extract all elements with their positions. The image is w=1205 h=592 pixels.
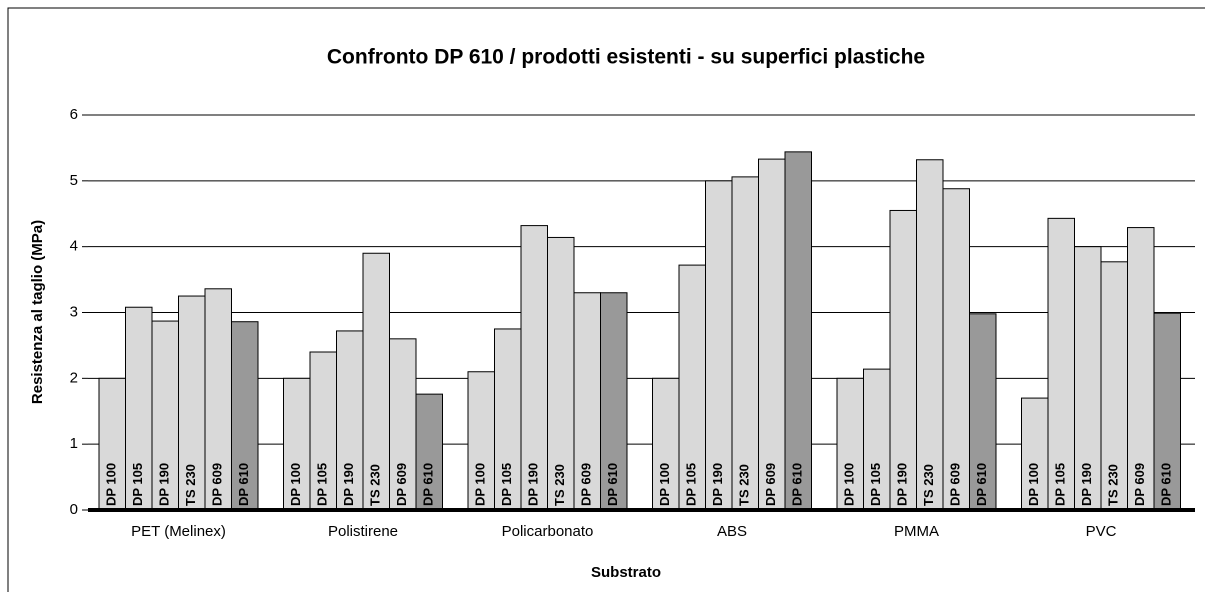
y-axis-title: Resistenza al taglio (MPa) [29,220,46,404]
bar [1047,217,1075,511]
bar-label: DP 105 [684,463,699,506]
y-tick-label: 3 [70,303,78,320]
bar [415,393,443,511]
bar-label: DP 610 [605,463,620,506]
bar-label: DP 609 [1132,463,1147,506]
y-tick-label: 2 [70,369,78,386]
x-tick-label: PVC [1086,523,1117,540]
bar-label: DP 100 [104,463,119,506]
x-tick-label: Polistirene [328,523,398,540]
bar-label: DP 105 [315,463,330,506]
x-tick-label: Policarbonato [502,523,594,540]
bar-label: TS 230 [368,464,383,506]
bar [547,236,575,511]
bar-label: DP 609 [394,463,409,506]
bar-label: DP 609 [763,463,778,506]
bar [758,158,786,511]
bar-label: DP 610 [790,463,805,506]
bar-label: DP 100 [842,463,857,506]
bar [1100,261,1128,511]
y-tick-label: 6 [70,106,78,123]
bar-label: DP 610 [421,463,436,506]
bar-label: DP 609 [579,463,594,506]
bar-label: DP 100 [1026,463,1041,506]
bar-label: DP 105 [868,463,883,506]
bar-label: TS 230 [737,464,752,506]
bar-label: DP 100 [657,463,672,506]
bar-label: TS 230 [1106,464,1121,506]
bar [1127,227,1155,511]
bar [731,176,759,511]
bar [309,351,337,511]
x-tick-label: PMMA [894,523,939,540]
bar-label: TS 230 [183,464,198,506]
bar [362,252,390,511]
bar-label: DP 609 [948,463,963,506]
bar [178,295,206,511]
bar [705,180,733,511]
bar [389,338,417,511]
bar-label: DP 105 [499,463,514,506]
bar-label: DP 190 [710,463,725,506]
bar [600,292,628,511]
bar-label: DP 190 [341,463,356,506]
y-tick-label: 5 [70,172,78,189]
bar-label: DP 105 [1053,463,1068,506]
bar-label: DP 610 [1159,463,1174,506]
bar-label: DP 100 [288,463,303,506]
bar-label: DP 105 [130,463,145,506]
bar-label: TS 230 [921,464,936,506]
bar [336,330,364,511]
bar [863,368,891,511]
bar-label: DP 610 [974,463,989,506]
frame [7,7,1205,592]
bar-label: TS 230 [552,464,567,506]
bar [836,377,864,511]
bar [1153,312,1181,511]
x-axis-title: Substrato [591,564,661,581]
bar [1021,397,1049,511]
y-tick-label: 4 [70,238,78,255]
bar-label: DP 610 [236,463,251,506]
bar-label: DP 190 [157,463,172,506]
bar [916,159,944,511]
x-tick-label: PET (Melinex) [131,523,226,540]
bar-label: DP 100 [473,463,488,506]
bar [204,288,232,511]
y-tick-label: 1 [70,435,78,452]
bar [125,306,153,511]
bar [520,225,548,511]
bar [784,151,812,511]
bar-label: DP 190 [526,463,541,506]
bar [652,377,680,511]
bar-label: DP 190 [1079,463,1094,506]
x-tick-label: ABS [717,523,747,540]
bar [231,321,259,511]
bar [969,313,997,511]
bar-label: DP 190 [895,463,910,506]
bar-label: DP 609 [210,463,225,506]
bar [151,320,179,511]
bar [942,188,970,511]
chart-title: Confronto DP 610 / prodotti esistenti - … [327,46,925,69]
y-tick-label: 0 [70,501,78,518]
